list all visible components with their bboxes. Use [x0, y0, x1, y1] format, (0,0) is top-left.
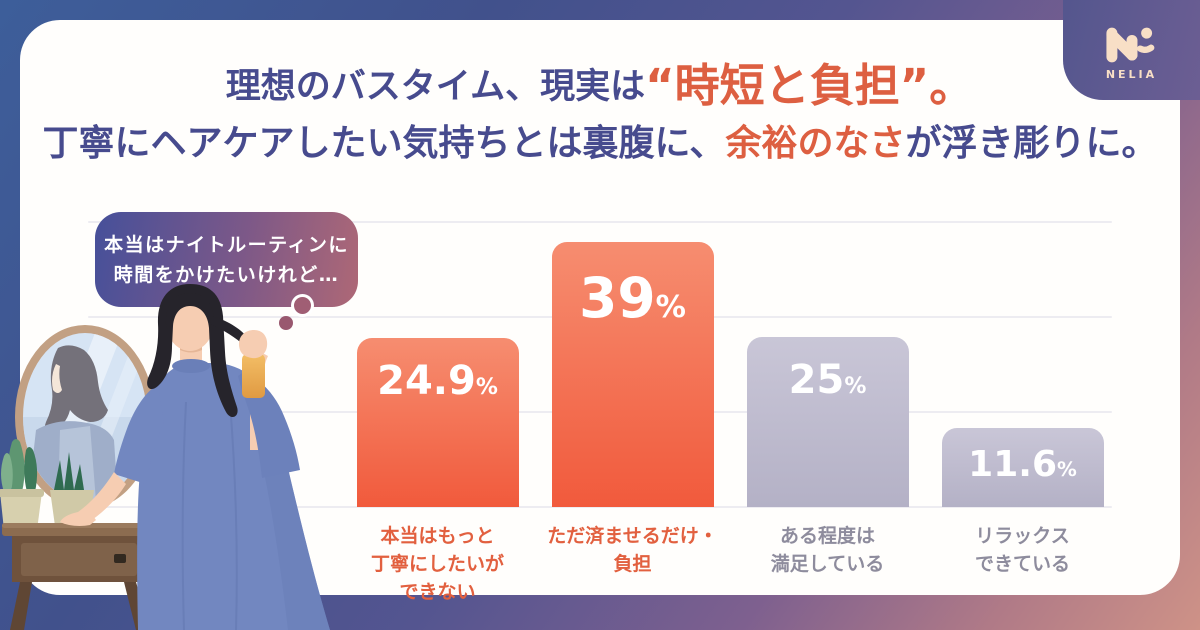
title-highlight-2: 余裕のなさ	[725, 123, 906, 164]
bar-column-4: 11.6% リラックス できている	[925, 222, 1120, 575]
thought-dot-large	[291, 294, 314, 317]
mirror-reflection-hair	[44, 345, 108, 431]
mirror-reflection-face	[52, 364, 62, 393]
grid-line	[88, 221, 1112, 223]
page-title: 理想のバスタイム、現実は“時短と負担”。 丁寧にヘアケアしたい気持ちとは裏腹に、…	[0, 60, 1200, 169]
bar-value-label: 11.6%	[968, 444, 1077, 485]
bar-column-3: 25% ある程度は 満足している	[730, 222, 925, 575]
bar-category-label: ただ済ませるだけ・ 負担	[547, 525, 718, 575]
title-line-2: 丁寧にヘアケアしたい気持ちとは裏腹に、余裕のなさが浮き彫りに。	[42, 123, 1158, 164]
thought-bubble-line-1: 本当はナイトルーティンに	[104, 233, 349, 256]
spray-bottle	[242, 354, 265, 398]
bar-category-label: リラックス できている	[974, 525, 1070, 575]
bar-column-2: 39% ただ済ませるだけ・ 負担	[535, 222, 730, 575]
nelia-logo-icon	[1105, 27, 1154, 62]
grid-line-baseline	[88, 506, 1112, 508]
title-highlight-1: “時短と負担”。	[645, 59, 975, 112]
bar-value-label: 24.9%	[377, 358, 498, 404]
bar-category-label: 本当はもっと 丁寧にしたいが できない	[370, 525, 504, 603]
bar-can-relax: 11.6%	[941, 428, 1104, 507]
thought-dot-small	[279, 316, 293, 330]
woman	[60, 284, 330, 630]
title-line-1: 理想のバスタイム、現実は“時短と負担”。	[225, 59, 975, 112]
bar-cannot-be-careful: 24.9%	[356, 338, 519, 507]
bar-category-label: ある程度は 満足している	[770, 525, 885, 575]
thought-bubble: 本当はナイトルーティンに 時間をかけたいけれど…	[95, 212, 358, 307]
bar-somewhat-satisfied: 25%	[746, 337, 909, 507]
bar-chart: 24.9% 本当はもっと 丁寧にしたいが できない 39% ただ済ませるだけ・ …	[340, 222, 1120, 603]
woman-vanity-illustration	[0, 284, 330, 630]
bar-value-label: 39%	[579, 266, 686, 330]
brand-name: NELIA	[1105, 67, 1158, 81]
brand-notch: NELIA	[1063, 0, 1200, 100]
bar-just-get-it-done: 39%	[551, 242, 714, 507]
vanity-table	[2, 523, 154, 630]
bar-value-label: 25%	[788, 357, 867, 403]
thought-bubble-line-2: 時間をかけたいけれど…	[113, 263, 340, 286]
bar-column-1: 24.9% 本当はもっと 丁寧にしたいが できない	[340, 222, 535, 603]
